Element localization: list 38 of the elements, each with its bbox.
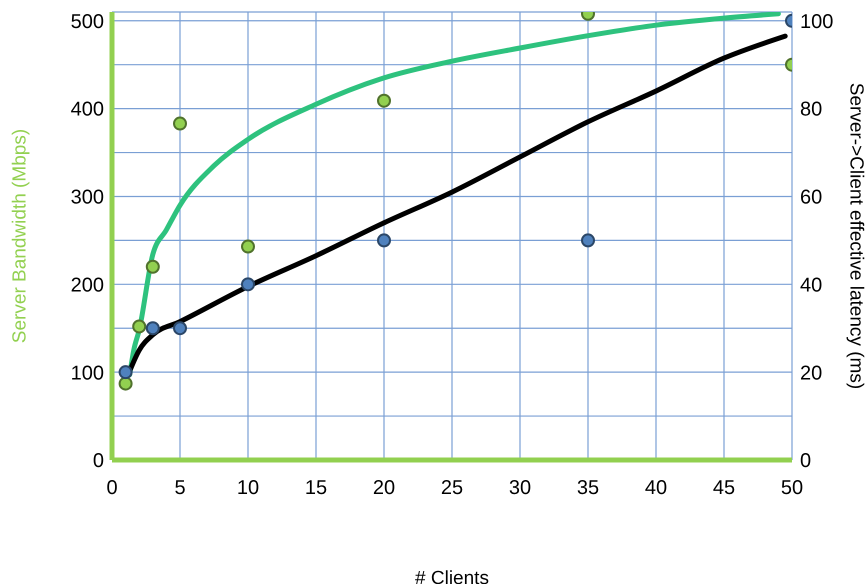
x-tick-label: 10 [236,477,260,500]
x-tick-label: 15 [304,477,328,500]
point [581,233,595,248]
x-tick-label: 30 [508,477,532,500]
y2-tick-label: 20 [800,362,822,384]
point [241,240,255,254]
y-tick-label: 200 [70,274,104,296]
x-tick-label: 0 [106,477,118,500]
y-tick-label: 0 [92,450,104,472]
point [377,94,391,108]
x-tick-label: 50 [780,477,804,500]
x-axis-title: # Clients [415,568,489,584]
point [146,260,160,274]
x-tick-label: 25 [440,477,464,500]
point [241,277,255,292]
y-tick-label: 100 [70,362,104,384]
x-tick-label: 20 [372,477,396,500]
point [146,321,160,336]
point [132,319,146,334]
point [118,365,133,380]
x-tick-label: 5 [174,477,186,500]
point [173,321,187,336]
y2-tick-label: 0 [800,450,812,472]
y2-tick-label: 80 [800,98,822,121]
y2-tick-label: 100 [800,10,834,33]
y2-axis-title: Server->Client effective latency (ms) [845,82,865,390]
x-tick-label: 40 [644,477,668,500]
y-tick-label: 400 [70,98,104,121]
point [173,116,187,131]
x-tick-label: 45 [712,477,736,500]
y-tick-label: 300 [70,186,104,209]
y2-tick-label: 40 [800,274,822,296]
x-tick-label: 35 [576,477,600,500]
point [377,233,391,248]
point [118,376,133,391]
y-axis-title: Server Bandwidth (Mbps) [10,128,31,344]
y2-tick-label: 60 [800,186,822,209]
y-tick-label: 500 [70,10,104,33]
